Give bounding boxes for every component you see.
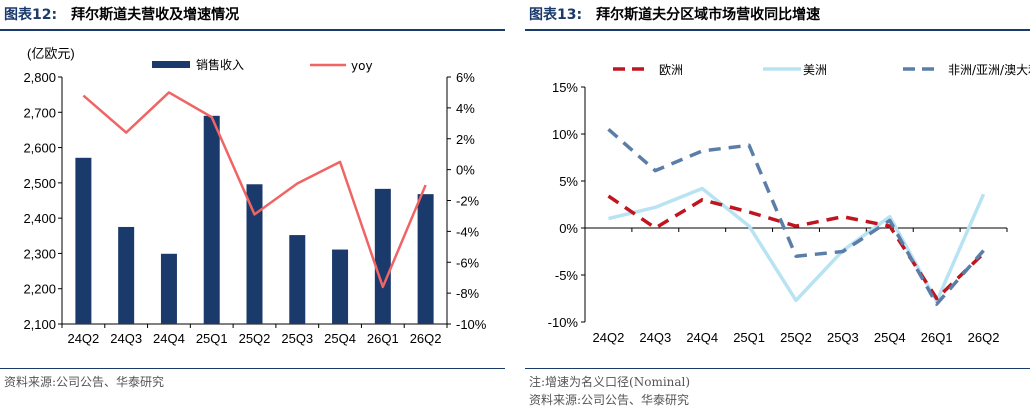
revenue-bar <box>374 188 391 324</box>
left-y-tick-label: 2,400 <box>23 211 56 226</box>
y-tick-label: 5% <box>559 174 578 189</box>
revenue-bar <box>160 253 177 324</box>
y-tick-label: -5% <box>555 268 579 283</box>
left-unit-label: (亿欧元) <box>27 46 75 61</box>
right-y-tick-label: 6% <box>456 70 475 85</box>
x-tick-label: 25Q3 <box>281 331 313 346</box>
right-y-tick-label: -6% <box>456 255 480 270</box>
legend-revenue-swatch <box>152 61 190 68</box>
revenue-bar <box>118 226 135 324</box>
revenue-chart: (亿欧元) 2,100 2,200 2,300 2,400 2,500 2,600 2,700… <box>23 46 487 346</box>
y-tick-label: -10% <box>548 315 579 330</box>
right-source-note: 资料来源:公司公告、华泰研究 <box>529 393 690 407</box>
series-line <box>607 127 985 306</box>
x-tick-label: 24Q2 <box>593 330 625 345</box>
legend-label: 欧洲 <box>659 63 683 77</box>
right-footnote: 注:增速为名义口径(Nominal) <box>529 375 691 389</box>
right-y-tick-label: -2% <box>456 194 480 209</box>
right-y-tick-label: -10% <box>456 317 487 332</box>
right-y-tick-label: -8% <box>456 286 480 301</box>
x-tick-label: 24Q3 <box>110 331 142 346</box>
left-source-note: 资料来源:公司公告、华泰研究 <box>4 375 165 389</box>
revenue-bar <box>203 115 220 324</box>
revenue-bar <box>289 235 306 324</box>
x-tick-label: 25Q2 <box>780 330 812 345</box>
left-figure-title: 拜尔斯道夫营收及增速情况 <box>71 7 240 23</box>
left-y-tick-label: 2,700 <box>23 105 56 120</box>
series-line <box>608 186 986 304</box>
left-figure-heading: 图表12: 拜尔斯道夫营收及增速情况 <box>4 4 239 24</box>
x-tick-label: 26Q1 <box>921 330 953 345</box>
left-y-tick-label: 2,600 <box>23 141 56 156</box>
regional-growth-chart: -10% -5% 0% 5% 10% 15% 24Q2 24Q3 24Q4 25Q1 25Q2 25Q… <box>548 63 1030 345</box>
right-y-tick-label: 4% <box>456 101 475 116</box>
right-bottom-divider <box>525 368 1030 369</box>
left-y-tick-label: 2,500 <box>23 176 56 191</box>
left-figure-panel: 图表12: 拜尔斯道夫营收及增速情况 (亿欧元) 2,100 2,200 2,300 2,… <box>0 0 505 412</box>
revenue-bar <box>417 194 434 324</box>
yoy-line <box>82 91 427 289</box>
x-tick-label: 26Q2 <box>410 331 442 346</box>
x-tick-label: 25Q4 <box>874 330 906 345</box>
left-bottom-divider <box>0 368 505 369</box>
revenue-bar <box>246 184 263 324</box>
left-title-divider <box>0 29 505 31</box>
legend-revenue-label: 销售收入 <box>196 57 244 72</box>
right-figure-label: 图表13: <box>529 7 583 23</box>
right-y-tick-label: -4% <box>456 224 480 239</box>
x-tick-label: 25Q2 <box>239 331 271 346</box>
right-figure-heading: 图表13: 拜尔斯道夫分区域市场营收同比增速 <box>529 4 820 24</box>
y-tick-label: 10% <box>552 127 578 142</box>
x-tick-label: 25Q3 <box>827 330 859 345</box>
x-tick-label: 26Q1 <box>367 331 399 346</box>
legend-label: 非洲/亚洲/澳大利亚 <box>948 63 1030 77</box>
legend-yoy-label: yoy <box>351 59 373 73</box>
right-figure-panel: 图表13: 拜尔斯道夫分区域市场营收同比增速 -10% -5% 0% 5% 10% 15% 2… <box>525 0 1030 412</box>
x-tick-label: 25Q1 <box>196 331 228 346</box>
left-y-tick-label: 2,800 <box>23 70 56 85</box>
right-y-tick-label: 2% <box>456 132 475 147</box>
left-figure-label: 图表12: <box>4 7 58 23</box>
revenue-bar <box>75 157 92 324</box>
x-tick-label: 26Q2 <box>968 330 1000 345</box>
x-tick-label: 24Q2 <box>67 331 99 346</box>
y-tick-label: 15% <box>552 80 578 95</box>
x-tick-label: 25Q1 <box>733 330 765 345</box>
right-y-tick-label: 0% <box>456 163 475 178</box>
left-y-tick-label: 2,300 <box>23 246 56 261</box>
x-tick-label: 24Q3 <box>639 330 671 345</box>
x-tick-label: 24Q4 <box>153 331 185 346</box>
right-figure-title: 拜尔斯道夫分区域市场营收同比增速 <box>596 7 821 23</box>
y-tick-label: 0% <box>559 221 578 236</box>
revenue-bar <box>332 249 349 324</box>
x-tick-label: 25Q4 <box>324 331 356 346</box>
left-y-tick-label: 2,100 <box>23 317 56 332</box>
right-title-divider <box>525 29 1030 31</box>
left-y-tick-label: 2,200 <box>23 282 56 297</box>
x-tick-label: 24Q4 <box>686 330 718 345</box>
legend-label: 美洲 <box>803 63 827 77</box>
